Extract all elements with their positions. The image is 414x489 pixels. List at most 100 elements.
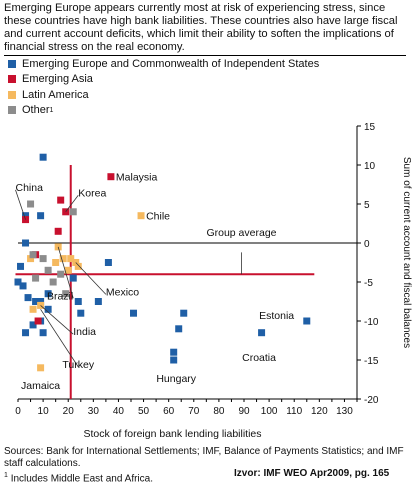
data-point-series-1: [74, 298, 82, 305]
data-point-series-1: [17, 262, 25, 270]
legend-swatch-asia: [8, 75, 16, 83]
annotation-label-croatia: Croatia: [242, 352, 276, 364]
annotation-label-turkey: Turkey: [62, 359, 94, 371]
footnote-marker: 1: [4, 472, 8, 479]
annotation-label-mexico: Mexico: [106, 286, 139, 298]
y-tick-label: -10: [364, 317, 379, 328]
legend-item-latam: Latin America: [8, 89, 89, 101]
legend-swatch-europe: [8, 60, 16, 68]
data-point-series-4: [32, 274, 40, 282]
sources-note: Sources: Bank for International Settleme…: [4, 446, 404, 469]
data-point-series-1: [32, 298, 40, 305]
data-point-series-4: [57, 270, 65, 278]
annotation-label-hungary: Hungary: [156, 373, 196, 385]
data-point-series-1: [69, 274, 77, 282]
x-tick-label: 70: [188, 406, 200, 417]
y-tick-label: -15: [364, 356, 379, 367]
data-point-series-3: [29, 305, 37, 313]
data-point-series-3: [37, 364, 45, 372]
x-tick-label: 110: [286, 406, 302, 417]
data-point-series-1: [14, 278, 22, 286]
annotation-leader-india: [40, 305, 74, 335]
data-point-series-1: [39, 329, 47, 337]
footnote: 1 Includes Middle East and Africa.: [4, 470, 410, 485]
data-point-series-1: [29, 321, 37, 329]
data-point-series-1: [22, 239, 30, 247]
annotation-label-china: China: [15, 182, 43, 194]
x-tick-label: 130: [336, 406, 353, 417]
data-point-series-4: [27, 200, 35, 208]
data-point-series-3: [52, 259, 60, 266]
x-tick-label: 0: [15, 406, 21, 417]
data-point-series-1: [170, 356, 178, 364]
data-point-series-1: [44, 290, 52, 298]
x-tick-label: 60: [163, 406, 175, 417]
legend-item-other: Other 1: [8, 104, 53, 116]
data-point-series-1: [258, 329, 266, 337]
data-point-series-1: [94, 298, 102, 305]
data-point-series-1: [77, 309, 85, 317]
legend-label-latam: Latin America: [22, 89, 89, 101]
annotation-label-malaysia: Malaysia: [116, 172, 158, 184]
y-tick-label: 5: [364, 200, 370, 211]
y-tick-label: 0: [364, 239, 370, 250]
data-point-series-3: [137, 212, 145, 220]
data-point-series-4: [69, 208, 77, 216]
y-axis-title: Sum of current account and fiscal balanc…: [401, 157, 412, 348]
data-point-series-1: [24, 294, 32, 302]
annotation-label-korea: Korea: [78, 187, 106, 199]
annotation-label-chile: Chile: [146, 211, 170, 223]
y-tick-label: 10: [364, 161, 376, 172]
legend-swatch-latam: [8, 91, 16, 99]
data-point-series-3: [74, 262, 82, 270]
annotation-label-estonia: Estonia: [259, 310, 294, 322]
legend-label-asia: Emerging Asia: [22, 73, 93, 85]
data-point-series-4: [44, 266, 52, 274]
source-attribution: Izvor: IMF WEO Apr2009, pg. 165: [234, 468, 390, 479]
x-tick-label: 30: [88, 406, 100, 417]
y-tick-label: -20: [364, 395, 379, 406]
x-tick-label: 90: [238, 406, 250, 417]
intro-text: Emerging Europe appears currently most a…: [4, 2, 398, 53]
data-point-series-3: [27, 255, 35, 263]
annotation-leader-china: [15, 189, 26, 220]
x-tick-label: 50: [138, 406, 150, 417]
data-point-series-1: [104, 259, 112, 266]
x-tick-label: 80: [213, 406, 225, 417]
data-point-series-4: [39, 255, 47, 263]
x-tick-label: 20: [63, 406, 75, 417]
x-tick-label: 40: [113, 406, 125, 417]
data-point-series-3: [67, 255, 75, 263]
data-point-series-1: [175, 325, 183, 333]
data-point-series-1: [170, 348, 178, 356]
data-point-series-4: [62, 290, 70, 298]
data-point-series-1: [37, 212, 45, 220]
legend-label-other: Other: [22, 104, 50, 116]
legend-footnote-marker: 1: [49, 106, 54, 114]
annotation-leader-brazil: [57, 246, 74, 299]
data-point-series-1: [130, 309, 138, 317]
data-point-series-2: [54, 227, 62, 235]
y-tick-label: -5: [364, 278, 373, 289]
data-point-series-1: [180, 309, 188, 317]
annotation-leader-mexico: [75, 262, 107, 295]
x-axis-title: Stock of foreign bank lending liabilitie…: [83, 428, 261, 440]
data-point-series-2: [34, 317, 42, 325]
x-tick-label: 120: [311, 406, 328, 417]
x-tick-label: 100: [261, 406, 278, 417]
annotation-label-india: India: [73, 326, 96, 338]
data-point-series-4: [29, 251, 37, 259]
legend-label-europe: Emerging Europe and Commonwealth of Inde…: [22, 58, 320, 70]
data-point-series-1: [44, 305, 52, 313]
data-point-series-1: [37, 298, 45, 305]
data-point-series-3: [64, 266, 72, 274]
annotation-leader-turkey: [40, 309, 79, 368]
legend-swatch-other: [8, 106, 16, 114]
data-point-series-1: [19, 282, 27, 290]
data-point-series-1: [39, 153, 47, 161]
annotation-label-jamaica: Jamaica: [21, 380, 60, 392]
data-point-series-4: [49, 278, 57, 286]
header-rule: [4, 55, 406, 56]
group-average-label: Group average: [206, 227, 276, 239]
